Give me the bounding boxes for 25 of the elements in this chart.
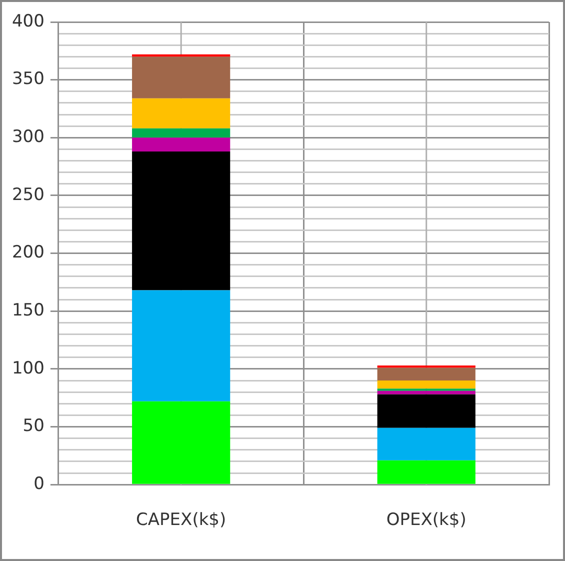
bar	[377, 460, 476, 484]
bar	[377, 380, 476, 389]
bar	[132, 401, 230, 484]
bar	[132, 290, 230, 402]
bar	[377, 428, 476, 460]
bar	[132, 138, 230, 152]
y-tick-label: 400	[12, 11, 44, 32]
x-tick-label: CAPEX(k$)	[136, 510, 226, 530]
bar	[377, 368, 476, 381]
y-tick-label: 100	[12, 358, 44, 378]
bar	[132, 152, 230, 290]
bar	[377, 365, 476, 368]
bar	[132, 56, 230, 98]
y-tick-label: 150	[12, 300, 44, 321]
bar	[377, 394, 476, 428]
bar	[132, 128, 230, 138]
x-tick-label: OPEX(k$)	[386, 510, 466, 530]
y-tick-label: 0	[34, 474, 44, 494]
y-tick-label: 50	[22, 416, 44, 436]
y-tick-label: 200	[12, 242, 44, 263]
y-tick-label: 350	[12, 69, 44, 90]
y-tick-label: 250	[12, 184, 44, 205]
bar	[132, 98, 230, 128]
bar	[377, 390, 476, 394]
y-tick-label: 300	[12, 127, 44, 148]
